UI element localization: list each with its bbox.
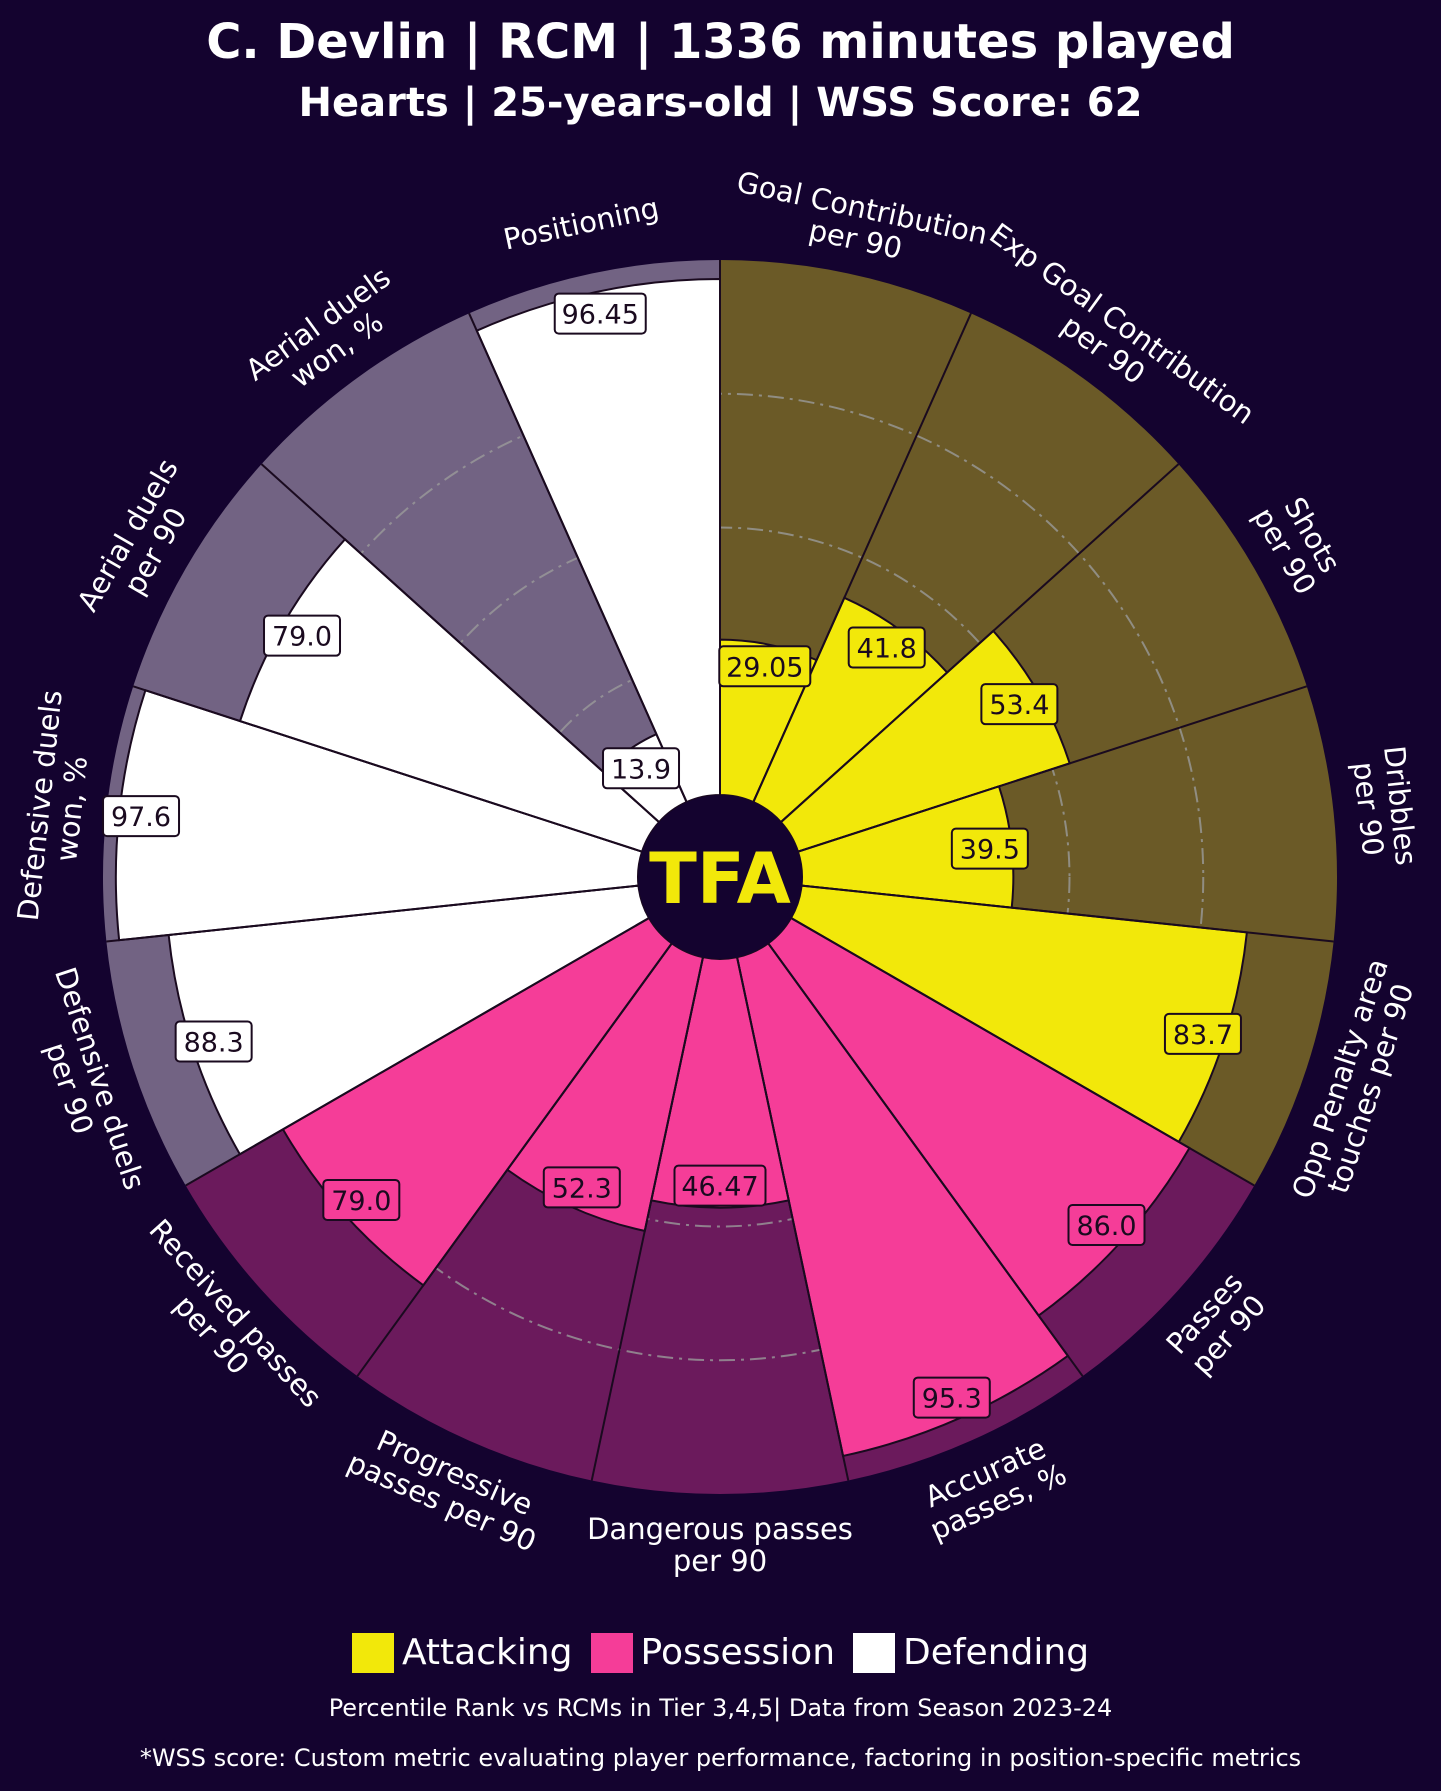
value-label-box — [718, 645, 812, 688]
legend-swatch-attacking — [351, 1632, 394, 1673]
value-label-text: 86.0 — [1076, 1211, 1136, 1242]
legend-label-possession: Possession — [640, 1632, 836, 1673]
background-slice-aerial-duels-won — [261, 313, 687, 823]
legend-swatch-possession — [590, 1632, 633, 1673]
divider-line — [780, 463, 1180, 823]
value-label-received-passes-per-90: 79.0 — [322, 1178, 401, 1221]
divider-line — [790, 917, 1255, 1187]
value-label-box — [602, 747, 681, 790]
value-label-progressive-passes-per-90: 52.3 — [542, 1166, 621, 1209]
value-label-box — [1163, 1012, 1242, 1055]
divider-line — [590, 957, 704, 1481]
divider-line — [468, 312, 688, 803]
value-label-text: 88.3 — [184, 1028, 244, 1059]
pizza-chart: Goal Contributionper 90 Exp Goal Contribu… — [11, 165, 1424, 1578]
value-label-dangerous-passes-per-90: 46.47 — [673, 1164, 767, 1207]
value-label-text: 52.3 — [552, 1173, 612, 1204]
value-label-box — [263, 614, 342, 657]
value-label-box — [1067, 1204, 1146, 1247]
divider-line — [260, 463, 660, 823]
divider-line — [752, 312, 972, 803]
value-labels: 29.05 41.8 53.4 39.5 83.7 86.0 95.3 46.47 52.3 79… — [102, 292, 1242, 1419]
center-logo-text: TFA — [649, 838, 791, 920]
divider-line — [801, 884, 1334, 943]
center-logo: TFA — [638, 795, 802, 959]
value-label-box — [102, 795, 181, 838]
value-label-box — [912, 1376, 991, 1419]
divider-line — [736, 957, 850, 1481]
value-label-shots-per-90: 53.4 — [980, 683, 1059, 726]
value-label-text: 95.3 — [922, 1384, 982, 1415]
value-slice-defensive-duels-won — [114, 689, 644, 942]
value-label-exp-goal-contribution-per-90: 41.8 — [847, 626, 926, 669]
metric-label-line: Dangerous passes — [587, 1512, 853, 1546]
chart-title: C. Devlin | RCM | 1336 minutes played — [206, 14, 1235, 70]
value-label-box — [174, 1020, 253, 1063]
legend-label-attacking: Attacking — [401, 1632, 573, 1673]
value-label-text: 79.0 — [272, 622, 332, 653]
value-label-opp-penalty-area-touches-per-90: 83.7 — [1163, 1012, 1242, 1055]
chart-subtitle: Hearts | 25-years-old | WSS Score: 62 — [298, 80, 1143, 126]
value-label-box — [950, 827, 1029, 870]
value-label-text: 29.05 — [726, 652, 803, 683]
value-label-defensive-duels-per-90: 88.3 — [174, 1020, 253, 1063]
metric-label-line: per 90 — [673, 1544, 767, 1578]
value-label-defensive-duels-won: 97.6 — [102, 795, 181, 838]
value-label-text: 13.9 — [611, 754, 671, 785]
legend: Attacking Possession Defending — [0, 1632, 1441, 1673]
value-label-text: 53.4 — [989, 690, 1049, 721]
value-label-dribbles-per-90: 39.5 — [950, 827, 1029, 870]
value-label-accurate-passes: 95.3 — [912, 1376, 991, 1419]
legend-item-defending: Defending — [853, 1632, 1089, 1673]
divider-line — [185, 917, 650, 1187]
value-slice-positioning — [475, 277, 721, 804]
background-slice-dangerous-passes-per-90 — [591, 957, 849, 1495]
value-label-box — [980, 683, 1059, 726]
value-label-text: 41.8 — [857, 634, 917, 665]
center-logo-circle — [638, 795, 802, 959]
value-label-aerial-duels-per-90: 79.0 — [263, 614, 342, 657]
value-label-text: 96.45 — [562, 300, 639, 331]
value-label-box — [553, 292, 647, 335]
footnote-data-source: Percentile Rank vs RCMs in Tier 3,4,5| D… — [328, 1694, 1113, 1722]
value-label-text: 97.6 — [111, 802, 171, 833]
value-label-text: 83.7 — [1173, 1020, 1233, 1051]
value-label-box — [847, 626, 926, 669]
value-label-box — [542, 1166, 621, 1209]
footnote-wss-definition: *WSS score: Custom metric evaluating pla… — [139, 1744, 1302, 1772]
legend-swatch-defending — [853, 1632, 896, 1673]
divider-line — [356, 942, 673, 1377]
value-label-box — [673, 1164, 767, 1207]
value-label-text: 46.47 — [681, 1172, 758, 1203]
value-label-aerial-duels-won: 13.9 — [602, 747, 681, 790]
metric-label-dribbles-per-90: Dribblesper 90 — [1345, 744, 1423, 870]
value-label-text: 39.5 — [960, 835, 1020, 866]
slice-dividers — [106, 260, 1334, 1481]
legend-item-possession: Possession — [590, 1632, 836, 1673]
metric-label-defensive-duels-won: Defensive duelswon, % — [11, 688, 101, 925]
divider-line — [797, 685, 1308, 853]
metric-label-dangerous-passes-per-90: Dangerous passes per 90 — [587, 1512, 853, 1578]
legend-label-defending: Defending — [903, 1632, 1090, 1673]
divider-line — [767, 942, 1084, 1377]
value-label-goal-contribution-per-90: 29.05 — [718, 645, 812, 688]
value-label-text: 79.0 — [331, 1186, 391, 1217]
value-label-box — [322, 1178, 401, 1221]
value-label-passes-per-90: 86.0 — [1067, 1204, 1146, 1247]
value-label-positioning: 96.45 — [553, 292, 647, 335]
metric-label-line: Positioning — [500, 191, 661, 257]
metric-label-positioning: Positioning — [500, 191, 661, 257]
divider-line — [132, 685, 643, 853]
legend-item-attacking: Attacking — [351, 1632, 573, 1673]
divider-line — [106, 884, 639, 943]
